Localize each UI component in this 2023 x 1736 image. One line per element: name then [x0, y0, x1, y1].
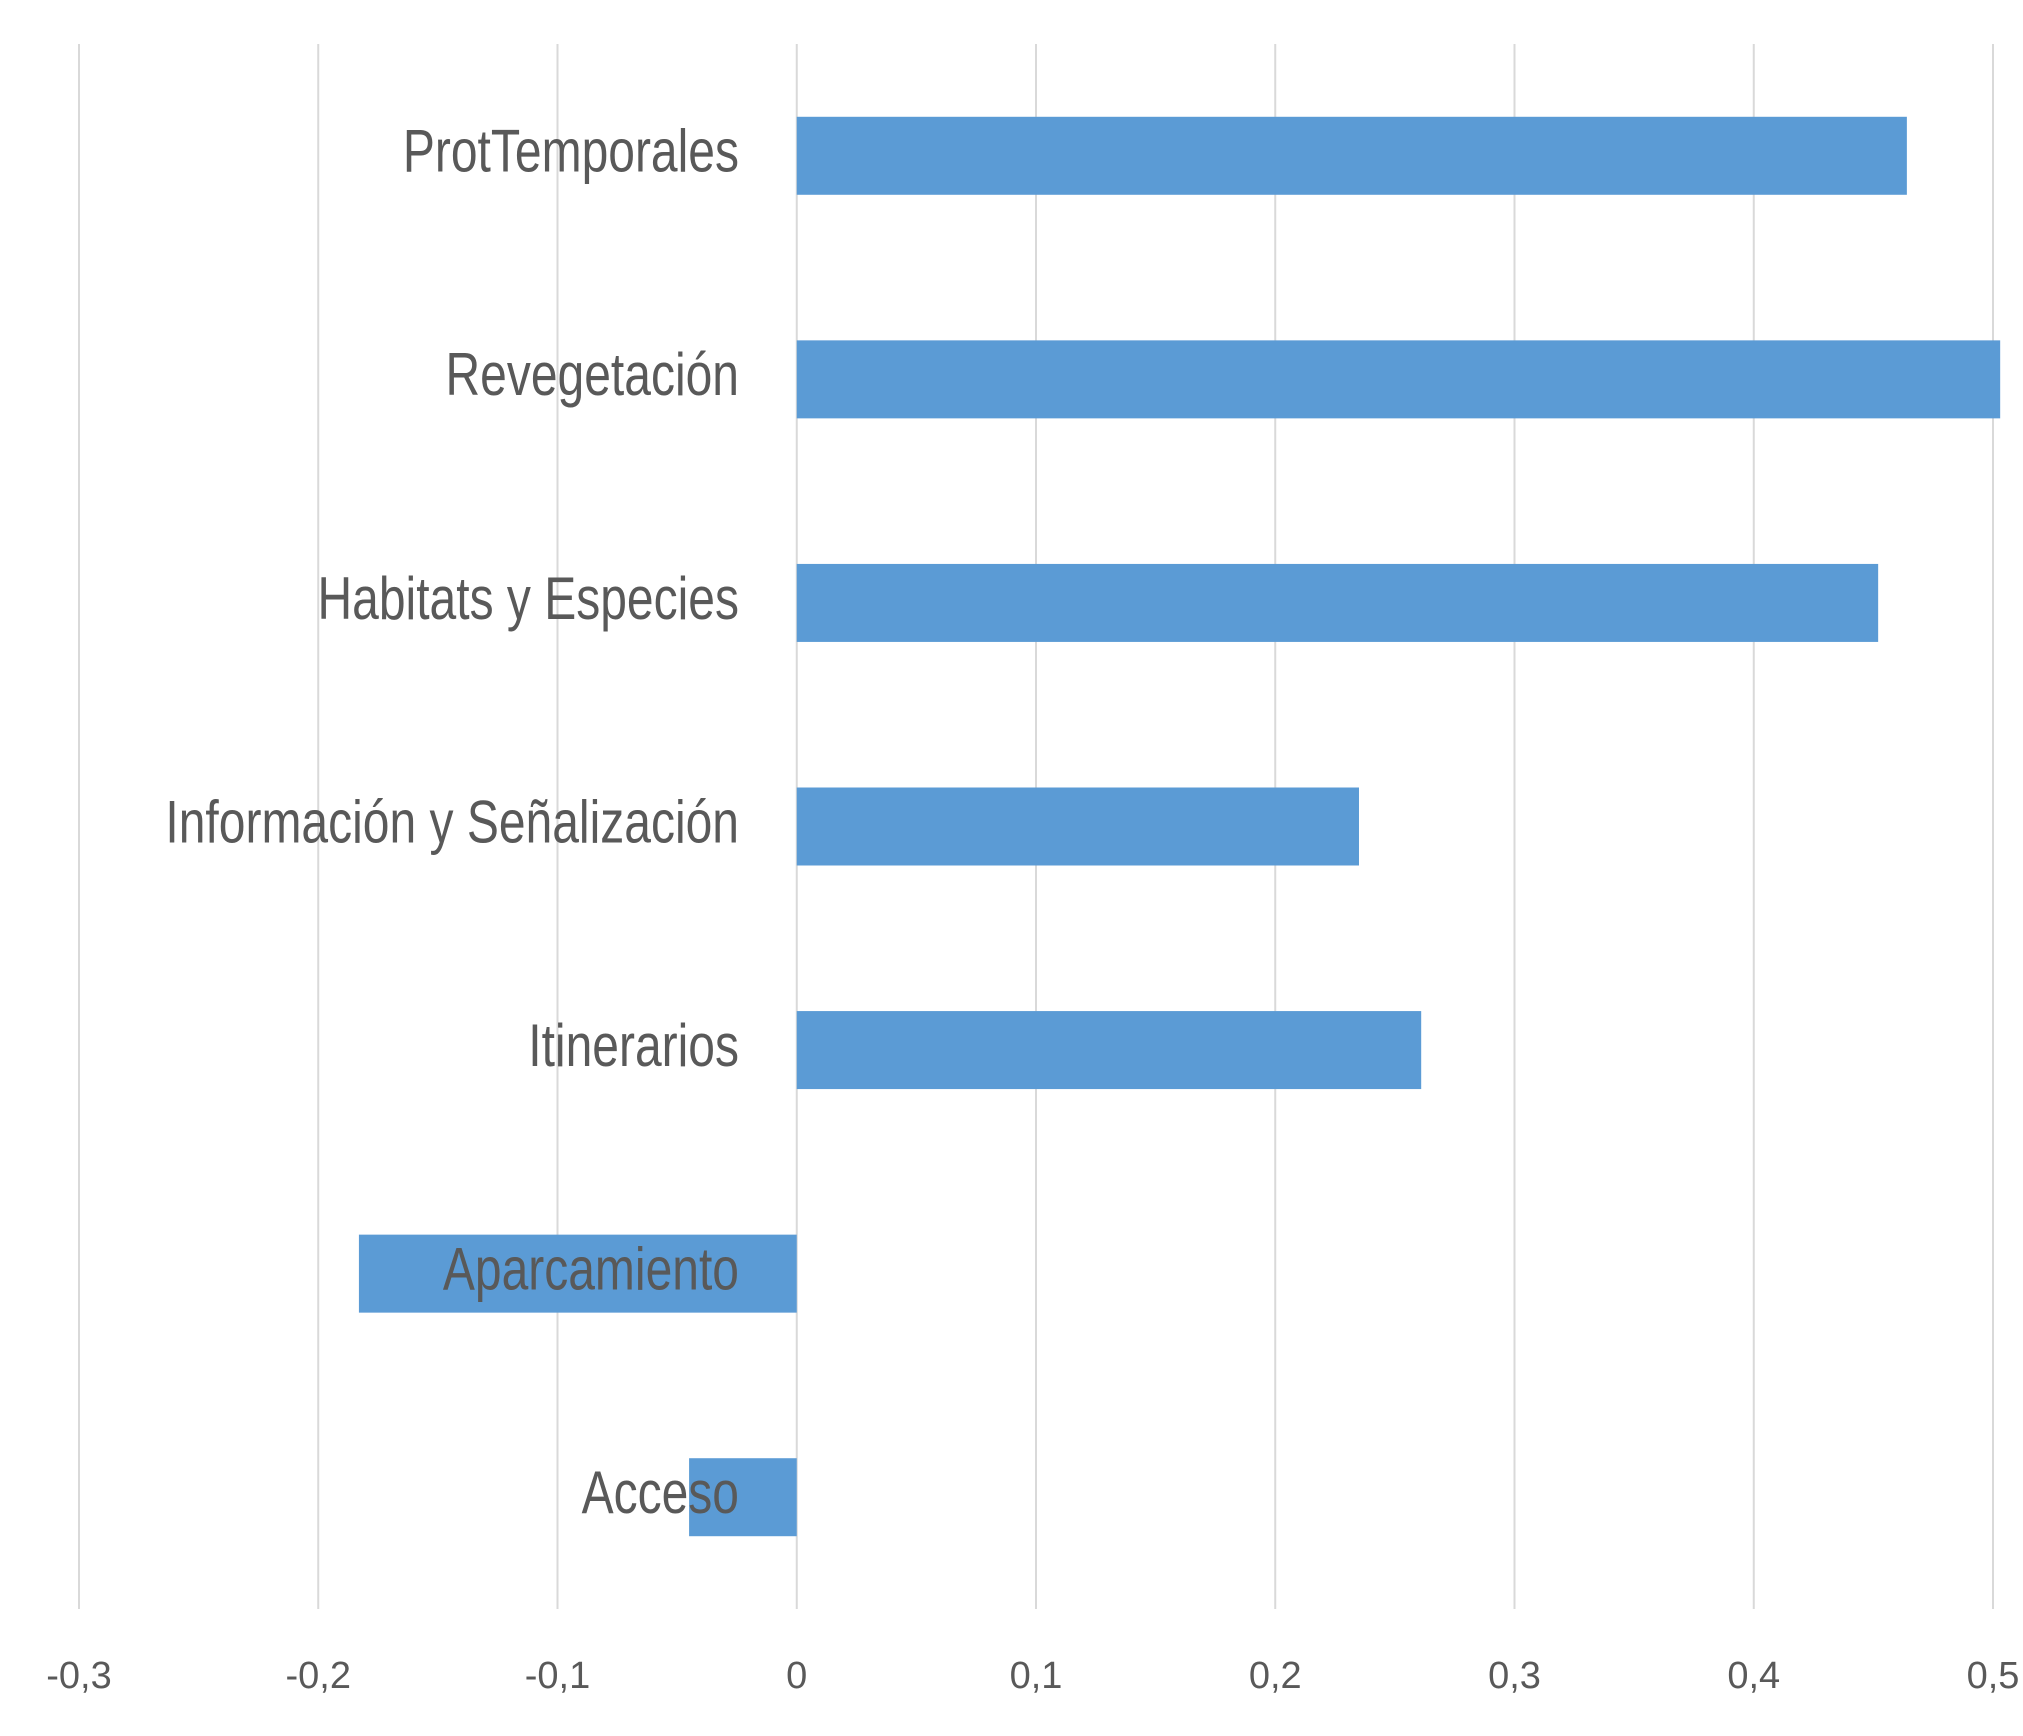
category-label: Habitats y Especies — [317, 565, 739, 632]
category-label: Información y Señalización — [165, 788, 739, 855]
x-tick-label: 0,2 — [1249, 1655, 1302, 1697]
category-label: ProtTemporales — [403, 118, 739, 185]
category-label: Aparcamiento — [443, 1235, 739, 1302]
bar — [796, 116, 1907, 195]
x-tick-label: 0,3 — [1488, 1655, 1541, 1697]
x-tick-label: 0 — [786, 1655, 807, 1697]
x-tick-label: 0,4 — [1727, 1655, 1780, 1697]
x-tick-label: 0,1 — [1010, 1655, 1063, 1697]
bar — [796, 563, 1879, 642]
category-label: Revegetación — [445, 341, 739, 408]
x-tick-label: 0,5 — [1967, 1655, 2020, 1697]
bar — [796, 1011, 1422, 1090]
x-tick-label: -0,1 — [525, 1655, 590, 1697]
bar — [796, 787, 1359, 866]
bar — [358, 1234, 797, 1313]
bar — [796, 340, 2001, 419]
category-label: Acceso — [582, 1459, 739, 1526]
x-tick-label: -0,3 — [46, 1655, 111, 1697]
bar — [689, 1458, 797, 1537]
category-label: Itinerarios — [528, 1012, 739, 1079]
x-tick-label: -0,2 — [286, 1655, 351, 1697]
